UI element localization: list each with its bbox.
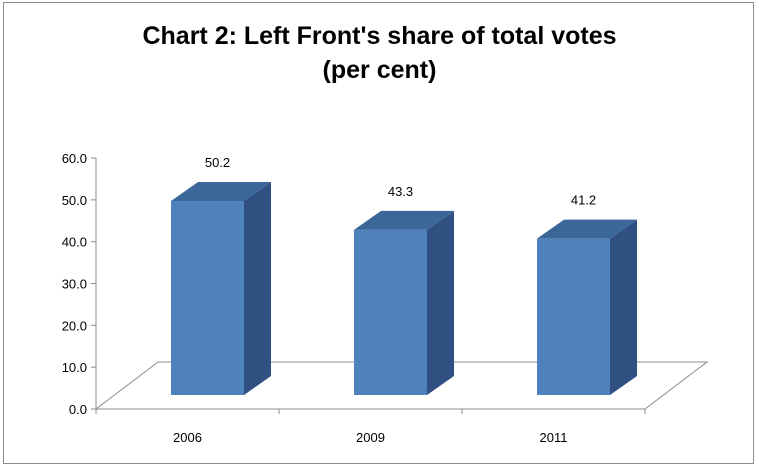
x-tick-label: 2009 (356, 430, 385, 445)
x-tick-label: 2006 (173, 430, 202, 445)
data-label: 50.2 (205, 155, 230, 170)
bar-top (171, 181, 271, 201)
bar-side (427, 210, 454, 395)
y-tick-label: 60.0 (62, 151, 87, 166)
y-tick-label: 20.0 (62, 318, 87, 333)
chart-subtitle-line: (per cent) (322, 56, 437, 84)
chart-title: Chart 2: Left Front's share of total vot… (4, 19, 755, 87)
bar-side (244, 181, 271, 395)
bar (354, 229, 427, 395)
y-tick-label: 10.0 (62, 360, 87, 375)
y-tick-label: 50.0 (62, 193, 87, 208)
data-label: 41.2 (571, 193, 596, 208)
bar (171, 200, 244, 395)
bar-top (537, 219, 637, 239)
x-tick-label: 2011 (540, 430, 568, 445)
bar (537, 238, 610, 395)
y-tick-label: 0.0 (69, 402, 87, 417)
chart-title-line: Chart 2: Left Front's share of total vot… (142, 22, 617, 50)
data-label: 43.3 (388, 184, 413, 199)
y-tick-label: 40.0 (62, 235, 87, 250)
bar-top (354, 210, 454, 230)
bar-side (610, 219, 637, 395)
y-tick-label: 30.0 (62, 277, 87, 292)
